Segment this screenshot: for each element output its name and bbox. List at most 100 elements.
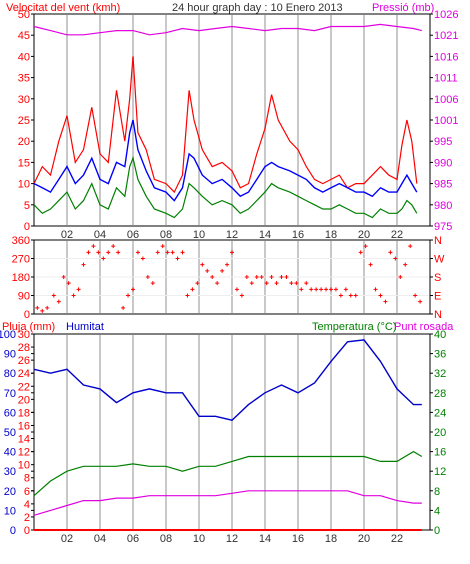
tick-label: 16 [18, 420, 30, 432]
direction-point [81, 262, 86, 267]
tick-label: 40 [18, 51, 30, 63]
tick-label: 45 [18, 30, 30, 42]
tick-label: 1001 [434, 115, 458, 127]
x-tick-label: 16 [292, 533, 304, 545]
tick-label: 28 [434, 388, 446, 400]
x-tick-label: 20 [358, 533, 370, 545]
wind-chart-title: 24 hour graph day : 10 Enero 2013 [172, 2, 343, 14]
direction-point [403, 262, 408, 267]
tick-label: 8 [24, 473, 30, 485]
tick-label: 20 [4, 486, 16, 498]
tick-label: 4 [24, 499, 30, 511]
direction-point [135, 250, 140, 255]
direction-point [45, 305, 50, 310]
x-tick-label: 04 [94, 229, 106, 241]
direction-point [215, 281, 220, 286]
tick-label: 0 [10, 525, 16, 537]
wind-chart-lines [33, 23, 422, 219]
tick-label: 40 [434, 329, 446, 341]
x-tick-label: 14 [259, 533, 271, 545]
direction-point [116, 250, 121, 255]
direction-point [249, 281, 254, 286]
tick-label: 20 [18, 394, 30, 406]
direction-point [230, 250, 234, 255]
tick-label: 12 [434, 466, 446, 478]
direction-point [358, 250, 363, 255]
pressure-label: Pressió (mb) [372, 2, 434, 14]
wind-chart-time-axis: 02 04 06 08 10 12 14 16 18 20 22 [61, 229, 403, 241]
x-tick-label: 20 [358, 229, 370, 241]
direction-point [254, 275, 259, 279]
direction-point [185, 293, 190, 298]
tick-label: 270 [12, 254, 30, 266]
tick-label: 30 [18, 94, 30, 106]
direction-point [299, 287, 304, 292]
tick-label: 8 [434, 486, 440, 498]
tick-label: 1026 [434, 9, 458, 21]
direction-point [343, 287, 348, 292]
tick-label: 28 [18, 342, 30, 354]
direction-point [76, 287, 81, 292]
direction-point [274, 281, 279, 286]
direction-point [304, 281, 309, 286]
direction-point [348, 293, 353, 298]
tick-label: N [434, 309, 442, 321]
tick-label: 990 [434, 157, 452, 169]
tick-label: 32 [434, 368, 446, 380]
direction-point [165, 250, 170, 255]
x-tick-label: 12 [226, 533, 238, 545]
tick-label: 10 [4, 505, 16, 517]
direction-point [205, 268, 210, 273]
direction-point [383, 299, 388, 304]
tick-label: 22 [18, 381, 30, 393]
tick-label: 14 [18, 434, 30, 446]
tick-label: 4 [434, 505, 440, 517]
tick-label: 20 [18, 136, 30, 148]
x-tick-label: 08 [160, 533, 172, 545]
temperature-chart-lines [33, 339, 423, 531]
direction-point [314, 287, 319, 292]
tick-label: S [434, 272, 441, 284]
temperature-axis: 0 4 8 12 16 20 24 28 32 36 40 [430, 329, 446, 537]
direction-point [373, 287, 378, 292]
tick-label: 35 [18, 73, 30, 85]
x-tick-label: 22 [391, 533, 403, 545]
dew-point-line [33, 490, 422, 516]
direction-point [190, 287, 195, 292]
wind-green-line [33, 156, 418, 219]
direction-point [180, 250, 185, 255]
direction-point [210, 275, 215, 279]
direction-point [195, 281, 200, 286]
tick-label: 0 [434, 525, 440, 537]
tick-label: 980 [434, 200, 452, 212]
temperature-line [33, 450, 423, 497]
direction-point [40, 308, 45, 313]
x-tick-label: 10 [193, 533, 205, 545]
direction-point [333, 287, 338, 292]
direction-point [101, 256, 106, 261]
direction-point [175, 256, 180, 261]
tick-label: 180 [12, 272, 30, 284]
direction-point [91, 244, 96, 249]
direction-point [259, 275, 264, 279]
tick-label: 995 [434, 136, 452, 148]
x-tick-label: 02 [61, 533, 73, 545]
direction-point [398, 275, 403, 279]
temperature-chart-grid [66, 335, 398, 529]
tick-label: 80 [4, 368, 16, 380]
tick-label: 10 [18, 179, 30, 191]
direction-point [279, 275, 284, 279]
direction-point [378, 293, 383, 298]
direction-chart-grid [35, 241, 429, 313]
tick-label: 70 [4, 388, 16, 400]
direction-point [170, 250, 175, 255]
direction-point [393, 256, 398, 261]
x-tick-label: 14 [259, 229, 271, 241]
direction-point [418, 299, 423, 304]
direction-point [329, 287, 333, 292]
